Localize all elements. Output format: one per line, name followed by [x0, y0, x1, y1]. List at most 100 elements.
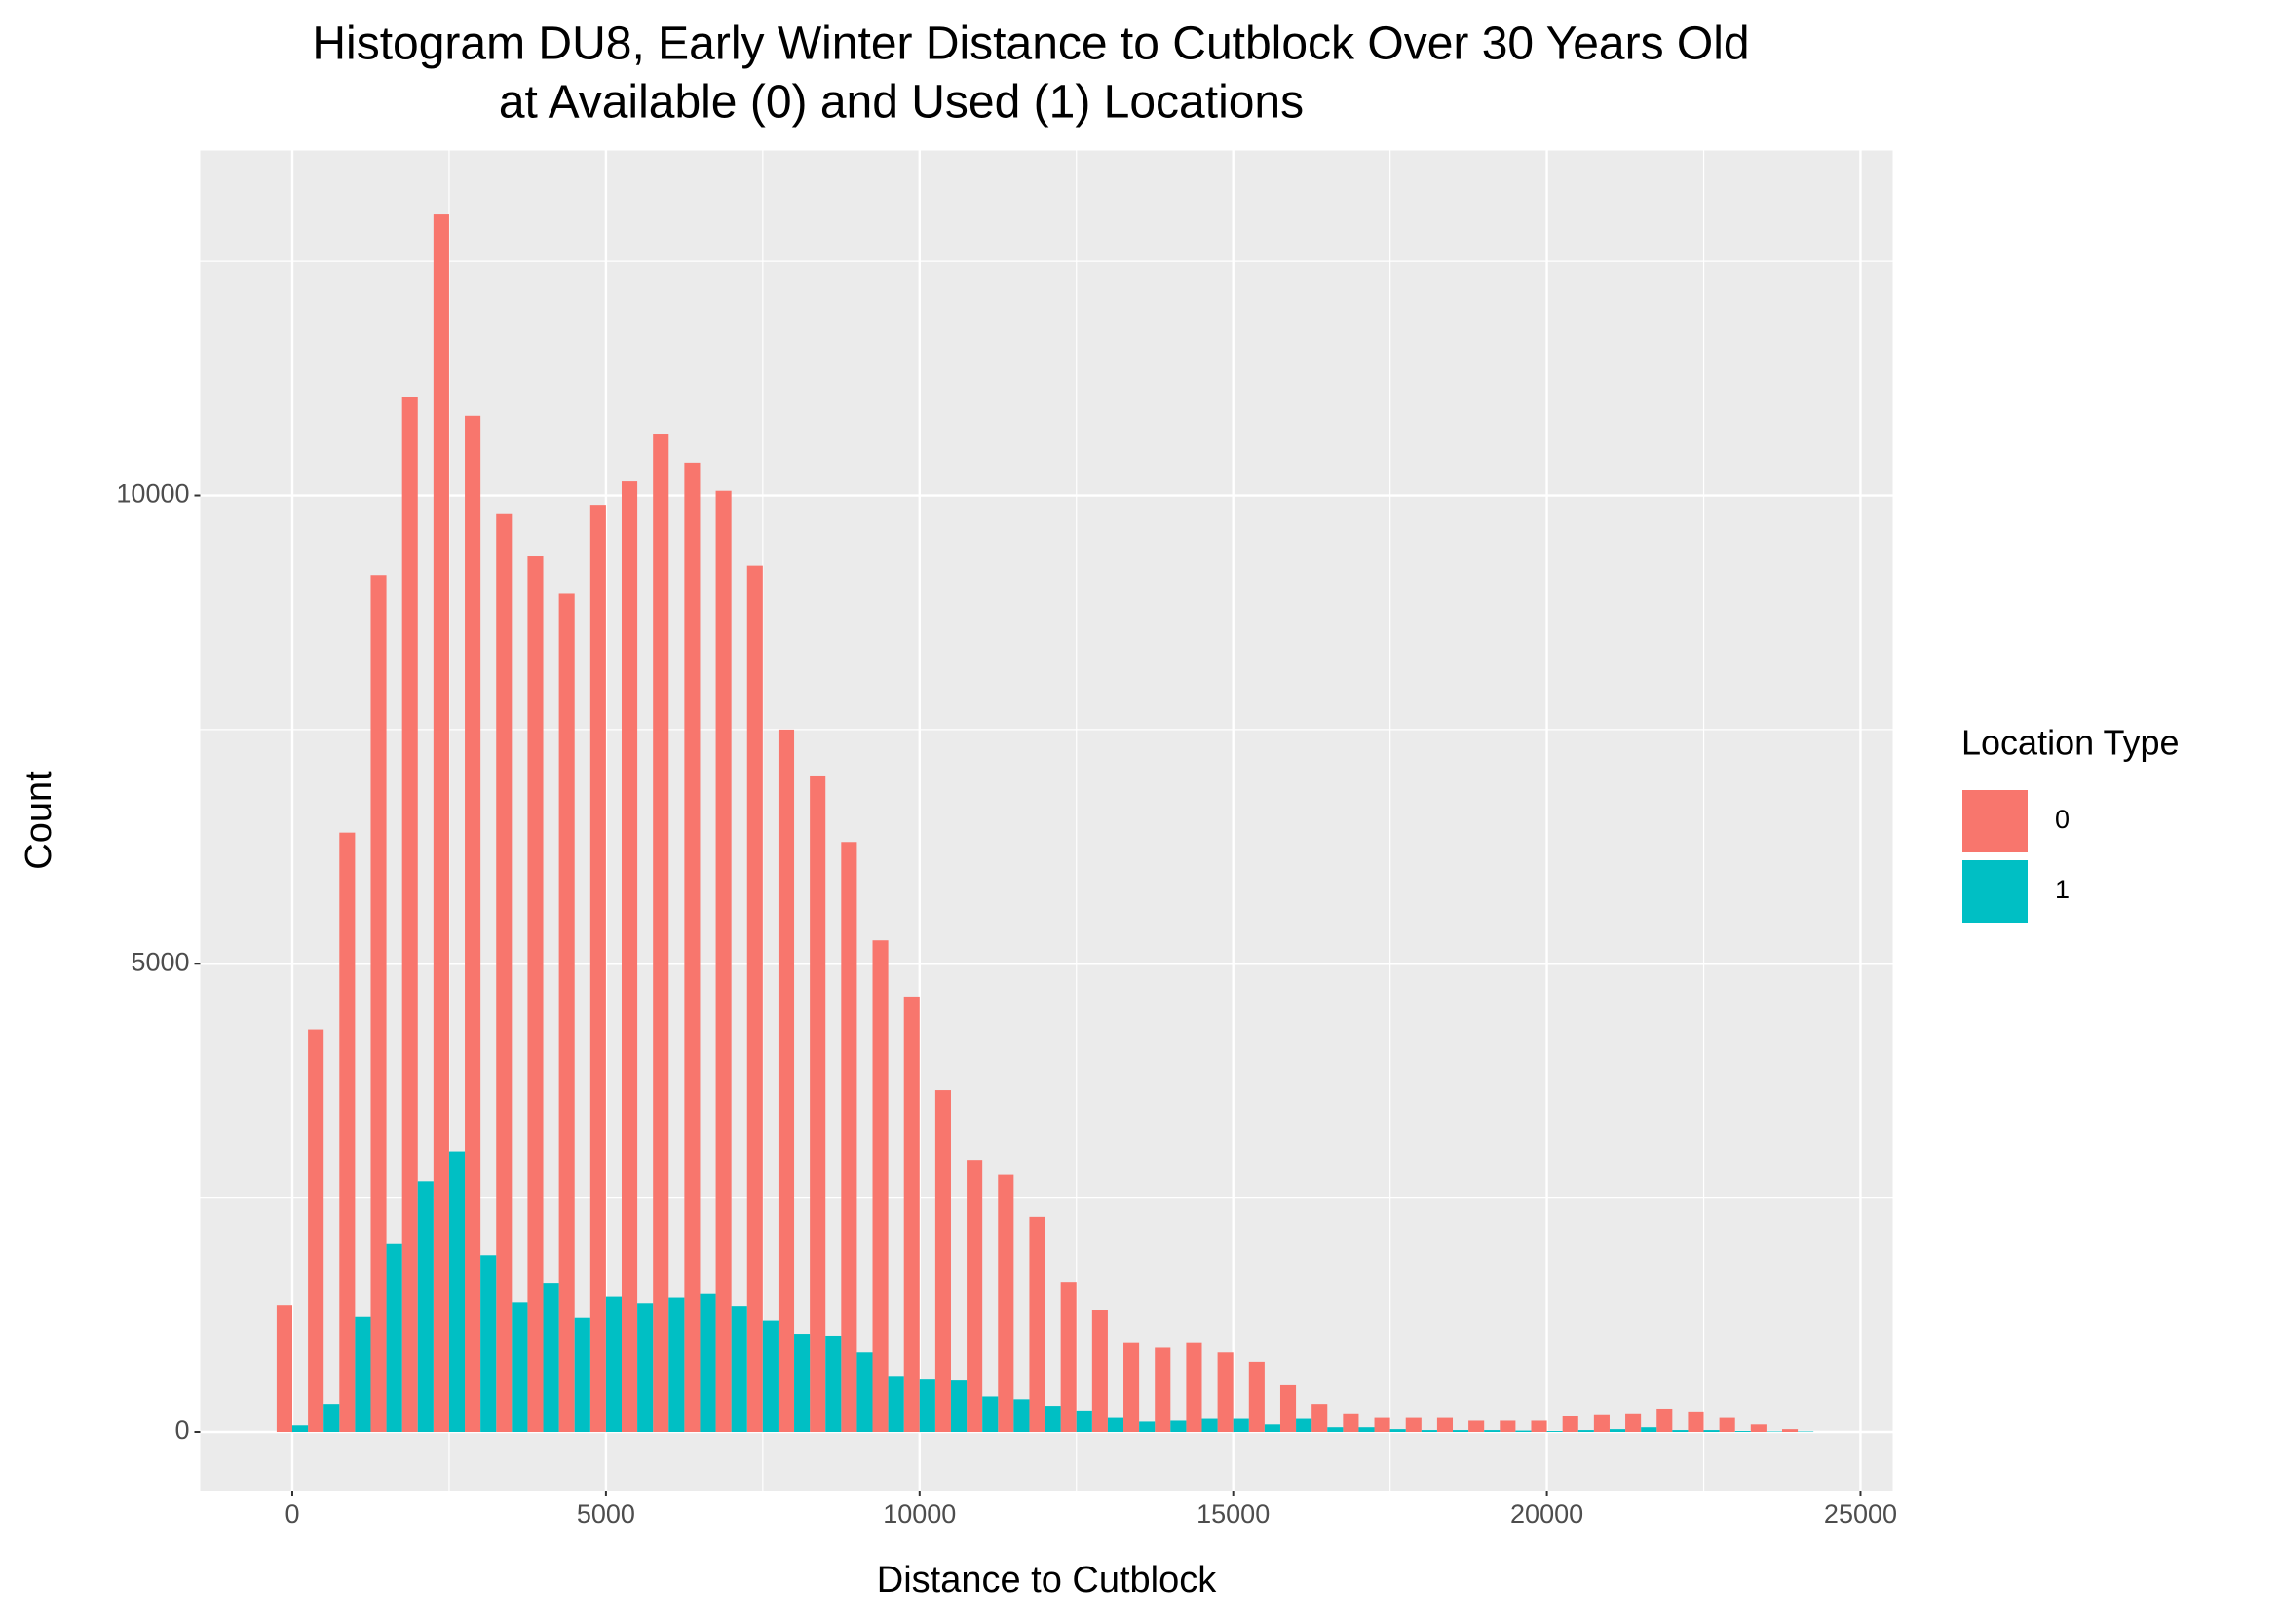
bar [1201, 1419, 1217, 1432]
bar [967, 1160, 982, 1432]
legend-key [1961, 859, 2029, 924]
bar [512, 1302, 527, 1432]
x-tick-label: 10000 [883, 1499, 956, 1529]
y-tick-label: 0 [174, 1416, 189, 1445]
chart-title: Histogram DU8, Early Winter Distance to … [312, 19, 1749, 70]
bar [1484, 1430, 1500, 1432]
bar [700, 1294, 715, 1432]
bar [889, 1376, 904, 1432]
bar [308, 1030, 323, 1432]
bar [1061, 1282, 1077, 1432]
bar [496, 514, 512, 1432]
legend-key [1961, 789, 2029, 853]
bar [653, 434, 668, 1432]
bar [1013, 1399, 1029, 1432]
bar [1625, 1414, 1641, 1432]
bar [387, 1244, 402, 1432]
bar [1265, 1424, 1280, 1432]
x-tick-label: 15000 [1197, 1499, 1270, 1529]
bar [402, 397, 418, 1432]
bar [1437, 1418, 1453, 1432]
bar [1390, 1429, 1406, 1432]
bar [1218, 1352, 1234, 1432]
bar [935, 1090, 951, 1432]
bar [637, 1303, 653, 1432]
legend-label: 0 [2055, 805, 2070, 834]
bar [668, 1298, 684, 1432]
bar [434, 214, 449, 1432]
bar [575, 1318, 590, 1432]
bar [559, 593, 575, 1432]
bar [1578, 1430, 1594, 1432]
y-axis-title: Count [19, 771, 59, 870]
bar [323, 1404, 339, 1432]
bar [810, 776, 825, 1432]
bar [1186, 1343, 1201, 1432]
bar [277, 1305, 292, 1432]
bar [1092, 1310, 1108, 1432]
bar [1029, 1217, 1045, 1432]
bar [1234, 1419, 1249, 1432]
bar [1108, 1418, 1123, 1432]
bar [1170, 1420, 1186, 1432]
bar [1311, 1404, 1327, 1432]
bar [1280, 1385, 1296, 1432]
bar [1358, 1427, 1374, 1432]
bar [1720, 1418, 1735, 1432]
bar [856, 1352, 872, 1432]
bar [779, 730, 794, 1432]
bar [1045, 1406, 1061, 1432]
bar [1782, 1429, 1798, 1432]
bar [292, 1425, 308, 1432]
bar [998, 1175, 1013, 1432]
bar [1735, 1431, 1751, 1432]
bar [622, 481, 637, 1432]
bar [1610, 1429, 1625, 1432]
bar [590, 505, 606, 1432]
y-tick-label: 5000 [131, 947, 189, 976]
bar [1641, 1427, 1656, 1432]
bar [1594, 1415, 1610, 1432]
bar [449, 1152, 465, 1432]
legend-title: Location Type [1961, 723, 2180, 763]
bar [355, 1317, 370, 1432]
bar [763, 1321, 779, 1432]
bar [480, 1255, 496, 1432]
bar [841, 842, 856, 1432]
y-tick-label: 10000 [116, 479, 189, 509]
x-tick-label: 20000 [1510, 1499, 1583, 1529]
bar [920, 1379, 935, 1432]
bar [794, 1334, 810, 1432]
bar [904, 997, 920, 1432]
bar [1688, 1412, 1703, 1432]
bar [1704, 1430, 1720, 1432]
bar [370, 575, 386, 1432]
bar [951, 1380, 967, 1432]
bar [684, 463, 700, 1432]
bar [1343, 1414, 1358, 1432]
bar [1296, 1419, 1311, 1432]
bar [1249, 1362, 1265, 1432]
bar [1139, 1421, 1155, 1432]
x-axis-title: Distance to Cutblock [877, 1560, 1217, 1601]
bar [1515, 1431, 1531, 1432]
bar [825, 1336, 841, 1432]
bar [1751, 1424, 1767, 1432]
bar [732, 1306, 747, 1432]
bar [1453, 1430, 1468, 1432]
bar [1375, 1418, 1390, 1432]
bar [606, 1297, 622, 1432]
bar [544, 1283, 559, 1432]
bar [1327, 1427, 1343, 1432]
bar [1468, 1420, 1484, 1432]
chart-title: at Available (0) and Used (1) Locations [499, 77, 1304, 129]
bar [1077, 1411, 1092, 1432]
bar [716, 491, 732, 1432]
x-tick-label: 25000 [1824, 1499, 1897, 1529]
bar [1547, 1431, 1563, 1432]
bar [1656, 1409, 1672, 1432]
x-tick-label: 5000 [577, 1499, 635, 1529]
bar [1123, 1343, 1139, 1432]
